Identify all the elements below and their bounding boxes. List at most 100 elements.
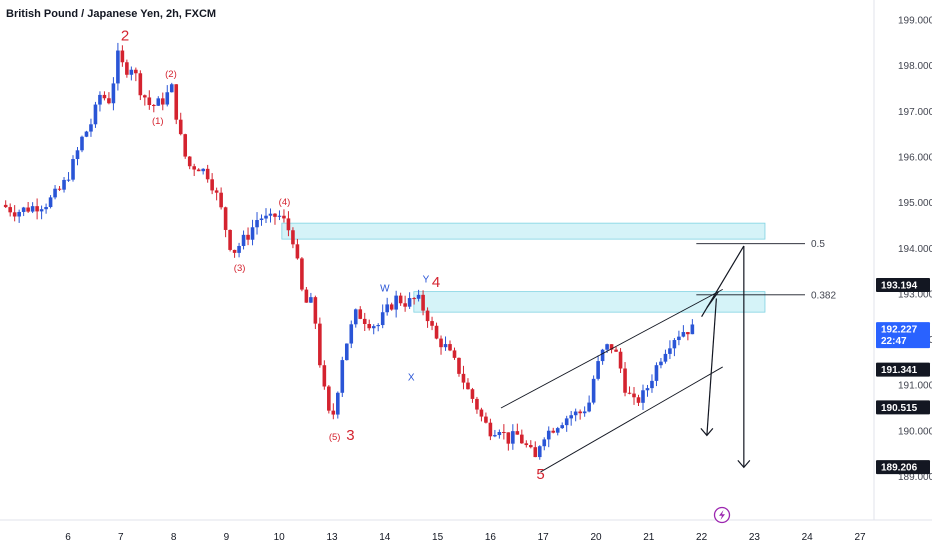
wave-label: 3 [346, 427, 354, 444]
wave-label: (5) [329, 432, 341, 443]
candle-body [205, 168, 210, 180]
candle-body [461, 373, 466, 383]
candle-body [102, 94, 107, 99]
candle-body [309, 297, 313, 303]
wave-label: (4) [279, 197, 291, 208]
candle-body [551, 430, 556, 433]
candle-body [331, 410, 336, 415]
candle-body [282, 215, 286, 219]
candle-body [152, 105, 156, 107]
candle-body [605, 344, 609, 350]
candle-body [636, 397, 641, 403]
candle-body [506, 432, 511, 444]
time-tick-label: 20 [590, 532, 602, 543]
candle-body [84, 131, 89, 137]
time-tick-label: 13 [326, 532, 338, 543]
candle-body [358, 309, 363, 319]
candle-body [497, 432, 502, 436]
candle-body [546, 430, 551, 440]
candle-body [277, 215, 282, 217]
candle-body [327, 386, 331, 411]
candle-body [528, 445, 533, 448]
candle-body [295, 244, 300, 259]
candle-body [430, 321, 434, 326]
price-badge-label: 191.341 [881, 365, 918, 376]
candle-body [412, 298, 416, 300]
candle-body [291, 230, 295, 245]
time-tick-label: 10 [274, 532, 286, 543]
candle-body [304, 289, 309, 303]
candle-body [66, 179, 71, 181]
candle-body [654, 365, 659, 381]
candle-body [286, 218, 291, 231]
candle-body [564, 418, 569, 426]
time-axis[interactable]: 6 7 8 9 10 13 14 15 16 17 20 21 22 23 24 27 [65, 532, 866, 543]
candles [3, 42, 695, 460]
candle-body [214, 190, 219, 193]
wave-label: Y [423, 274, 430, 285]
candle-body [71, 159, 75, 180]
countdown-label: 22:47 [881, 336, 907, 347]
candle-body [232, 249, 237, 253]
candle-body [623, 368, 627, 393]
time-tick-label: 8 [171, 532, 177, 543]
price-badge [876, 362, 930, 377]
lightning-icon[interactable] [713, 506, 731, 524]
candle-body [385, 304, 389, 313]
overlays [500, 245, 751, 473]
candle-body [609, 344, 614, 350]
price-tick-label: 195.000 [898, 198, 932, 209]
candle-body [376, 325, 380, 327]
projection-leg [706, 291, 719, 308]
wave-label: X [408, 373, 415, 384]
candle-body [30, 206, 35, 212]
candle-body [533, 447, 538, 458]
price-tick-label: 198.000 [898, 61, 932, 72]
candle-body [250, 227, 255, 240]
time-tick-label: 14 [379, 532, 391, 543]
candle-body [511, 431, 515, 444]
candle-body [663, 353, 668, 362]
candle-body [21, 207, 26, 212]
price-badge [876, 400, 930, 415]
candle-body [134, 69, 138, 74]
candle-body [111, 83, 116, 104]
candle-body [367, 324, 372, 329]
candle-body [300, 258, 304, 290]
candle-body [228, 229, 232, 250]
price-tick-label: 190.000 [898, 426, 932, 437]
candle-body [520, 434, 524, 444]
candle-body [192, 166, 196, 170]
candle-body [389, 304, 394, 310]
candle-body [403, 303, 407, 307]
time-tick-label: 15 [432, 532, 444, 543]
candle-body [587, 402, 591, 412]
price-badge-label: 189.206 [881, 463, 918, 474]
channel-lower-line [540, 366, 723, 473]
wave-label: (2) [165, 69, 177, 80]
candle-body [398, 295, 403, 304]
candle-body [318, 323, 322, 366]
wave-labels: 2 (2) (1) (3) (4) (5) 3 W X Y 4 5 [121, 28, 545, 483]
candle-body [160, 98, 165, 105]
candle-body [439, 338, 443, 348]
chart-title: British Pound / Japanese Yen, 2h, FXCM [6, 8, 216, 20]
price-tick-label: 189.000 [898, 472, 932, 483]
candle-body [196, 169, 201, 172]
projection-arrow [706, 298, 717, 436]
wave-label: 5 [536, 466, 544, 483]
candle-body [35, 206, 39, 212]
candle-body [618, 351, 623, 369]
candle-body [560, 425, 565, 429]
time-tick-label: 27 [854, 532, 866, 543]
candle-body [470, 389, 475, 399]
candle-body [443, 344, 448, 348]
price-tick-label: 199.000 [898, 16, 932, 27]
candle-body [241, 234, 246, 246]
candle-body [125, 62, 129, 75]
candle-body [641, 390, 645, 403]
candle-body [537, 446, 542, 458]
candle-body [80, 136, 84, 151]
